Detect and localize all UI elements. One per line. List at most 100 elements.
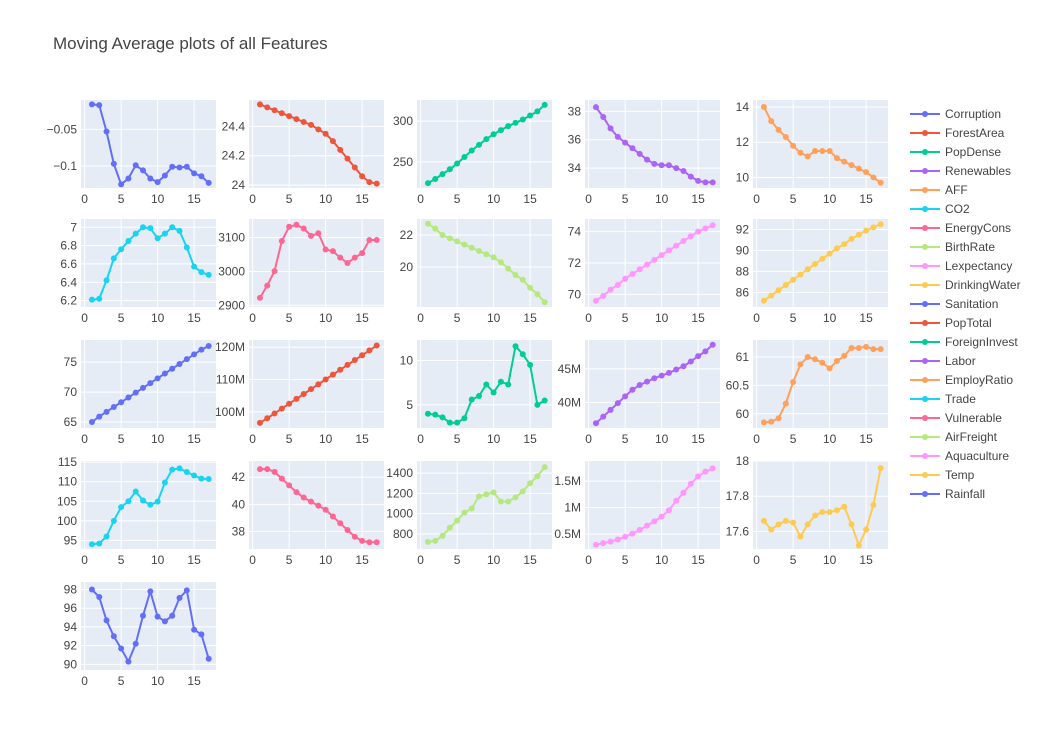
data-point (863, 227, 870, 234)
data-point (658, 372, 665, 379)
legend-item-lexpectancy[interactable]: Lexpectancy (910, 259, 1012, 273)
data-point (103, 128, 110, 135)
y-tick-label: 5 (406, 398, 413, 412)
data-point (665, 369, 672, 376)
legend-label: AFF (945, 183, 968, 197)
data-point (88, 541, 95, 548)
y-tick-label: 74 (568, 225, 582, 239)
data-point (833, 245, 840, 252)
data-point (315, 126, 322, 133)
data-point (505, 265, 512, 272)
x-tick-label: 10 (151, 553, 165, 567)
subplot-sanitation: 0 5 10 15 65 70 75 (64, 340, 216, 446)
data-point (191, 472, 198, 479)
legend-item-renewables[interactable]: Renewables (910, 164, 1011, 178)
legend-item-aquaculture[interactable]: Aquaculture (910, 449, 1009, 463)
legend-label: Renewables (945, 164, 1011, 178)
y-tick-label: 92 (736, 222, 750, 236)
y-tick-label: 38 (232, 524, 246, 538)
legend-marker (922, 168, 928, 174)
legend-item-drinkingwater[interactable]: DrinkingWater (910, 278, 1021, 292)
x-tick-label: 15 (187, 311, 201, 325)
subplot-corruption: 0 5 10 15 −0.05 −0.1 (47, 100, 216, 206)
legend-item-popdense[interactable]: PopDense (910, 145, 1001, 159)
data-point (161, 370, 168, 377)
legend-label: Rainfall (945, 487, 985, 501)
data-point (651, 256, 658, 263)
legend-item-sanitation[interactable]: Sanitation (910, 297, 998, 311)
data-point (790, 519, 797, 526)
x-tick-label: 15 (691, 432, 705, 446)
x-tick-label: 0 (417, 553, 424, 567)
data-point (680, 167, 687, 174)
data-point (461, 241, 468, 248)
y-tick-label: 60 (736, 407, 750, 421)
x-tick-label: 0 (249, 432, 256, 446)
data-point (132, 389, 139, 396)
data-point (154, 375, 161, 382)
subplot-employratio: 0 5 10 15 60 60.5 61 (726, 340, 888, 446)
legend-label: Temp (945, 468, 975, 482)
data-point (461, 154, 468, 161)
subplot-renewables: 0 5 10 15 34 36 38 (568, 100, 720, 206)
legend-item-energycons[interactable]: EnergyCons (910, 221, 1011, 235)
data-point (322, 246, 329, 253)
x-tick-label: 15 (691, 311, 705, 325)
x-tick-label: 0 (81, 432, 88, 446)
legend-label: AirFreight (945, 430, 998, 444)
legend-item-foreigninvest[interactable]: ForeignInvest (910, 335, 1018, 349)
data-point (344, 155, 351, 162)
data-point (841, 158, 848, 165)
legend-item-forestarea[interactable]: ForestArea (910, 126, 1005, 140)
legend-item-co2[interactable]: CO2 (910, 202, 970, 216)
data-point (169, 163, 176, 170)
data-point (337, 366, 344, 373)
legend-item-birthrate[interactable]: BirthRate (910, 240, 995, 254)
data-point (468, 244, 475, 251)
x-tick-label: 15 (355, 311, 369, 325)
data-point (118, 181, 125, 188)
legend-label: Lexpectancy (945, 259, 1012, 273)
data-point (293, 489, 300, 496)
data-point (644, 522, 651, 529)
legend-item-temp[interactable]: Temp (910, 468, 975, 482)
legend-item-trade[interactable]: Trade (910, 392, 976, 406)
data-point (373, 180, 380, 187)
data-point (359, 537, 366, 544)
x-tick-label: 5 (790, 432, 797, 446)
data-point (88, 586, 95, 593)
legend-item-airfreight[interactable]: AirFreight (910, 430, 998, 444)
x-tick-label: 0 (585, 553, 592, 567)
legend-item-aff[interactable]: AFF (910, 183, 968, 197)
data-point (658, 252, 665, 259)
legend-item-poptotal[interactable]: PopTotal (910, 316, 992, 330)
data-point (191, 351, 198, 358)
x-tick-label: 5 (790, 311, 797, 325)
data-point (863, 343, 870, 350)
legend-marker (922, 225, 928, 231)
data-point (812, 148, 819, 155)
y-tick-label: 60.5 (726, 378, 750, 392)
data-point (183, 244, 190, 251)
legend-item-employratio[interactable]: EmployRatio (910, 373, 1013, 387)
data-point (614, 133, 621, 140)
legend-item-labor[interactable]: Labor (910, 354, 976, 368)
y-tick-label: 1000 (386, 507, 413, 521)
data-point (636, 150, 643, 157)
y-tick-label: 6.4 (60, 275, 77, 289)
data-point (476, 248, 483, 254)
data-point (519, 351, 526, 358)
data-point (636, 526, 643, 533)
data-point (782, 400, 789, 407)
data-point (534, 473, 541, 480)
data-point (629, 271, 636, 277)
data-point (695, 228, 702, 235)
data-point (600, 293, 607, 299)
data-point (819, 509, 826, 516)
data-point (147, 588, 154, 595)
legend-item-vulnerable[interactable]: Vulnerable (910, 411, 1002, 425)
legend-item-rainfall[interactable]: Rainfall (910, 487, 985, 501)
legend-item-corruption[interactable]: Corruption (910, 107, 1001, 121)
data-point (264, 466, 271, 473)
legend-marker (922, 415, 928, 421)
